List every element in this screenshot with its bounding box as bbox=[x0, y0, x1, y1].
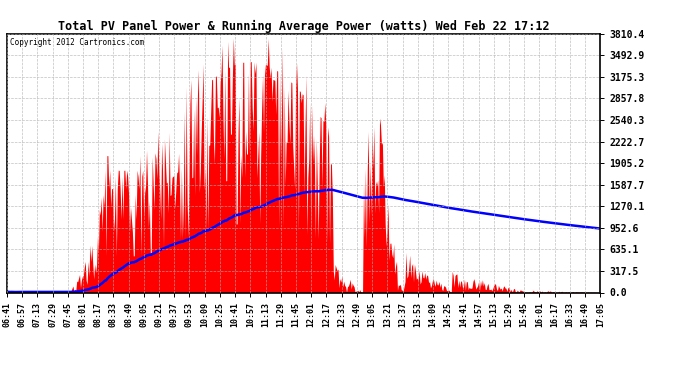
Text: Copyright 2012 Cartronics.com: Copyright 2012 Cartronics.com bbox=[10, 38, 144, 46]
Title: Total PV Panel Power & Running Average Power (watts) Wed Feb 22 17:12: Total PV Panel Power & Running Average P… bbox=[58, 20, 549, 33]
